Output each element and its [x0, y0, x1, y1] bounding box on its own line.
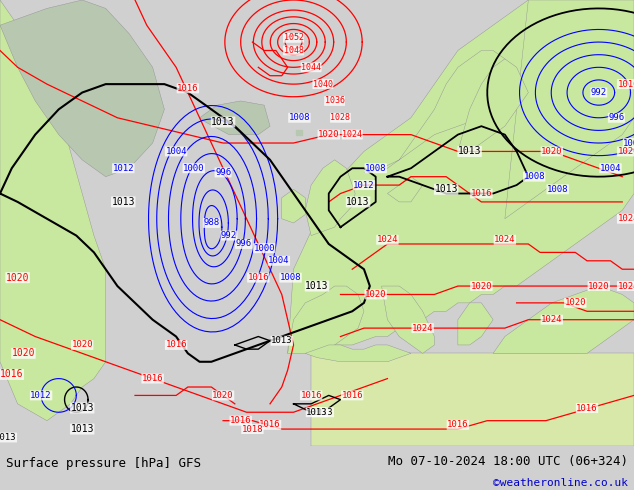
Text: 1016: 1016: [247, 273, 269, 282]
Polygon shape: [305, 345, 411, 362]
Text: 1048: 1048: [283, 46, 304, 55]
Text: Surface pressure [hPa] GFS: Surface pressure [hPa] GFS: [6, 457, 202, 470]
Polygon shape: [305, 160, 355, 236]
Text: 1016: 1016: [165, 341, 187, 349]
Polygon shape: [364, 50, 517, 172]
Text: 1016: 1016: [342, 391, 363, 400]
Text: 1013: 1013: [346, 197, 370, 207]
Text: 1040: 1040: [313, 80, 333, 89]
Text: 1012: 1012: [30, 391, 52, 400]
Text: 1008: 1008: [547, 185, 569, 194]
Text: 1024: 1024: [412, 323, 434, 333]
Text: 1008: 1008: [280, 273, 301, 282]
Text: 1016: 1016: [230, 416, 252, 425]
Text: 1016: 1016: [470, 189, 492, 198]
Text: 996: 996: [215, 168, 231, 177]
Text: 1020: 1020: [618, 147, 634, 156]
Text: 1008: 1008: [288, 113, 310, 122]
Polygon shape: [200, 101, 270, 135]
Text: 1013: 1013: [112, 197, 135, 207]
Text: 1028: 1028: [330, 113, 351, 122]
Text: 1024: 1024: [618, 214, 634, 223]
Text: 1024: 1024: [377, 235, 398, 245]
Text: 1020: 1020: [365, 290, 387, 299]
Text: 1036: 1036: [325, 97, 345, 105]
Text: 1013: 1013: [458, 147, 481, 156]
Text: 1004: 1004: [600, 164, 621, 173]
Polygon shape: [458, 303, 493, 345]
Text: 1020: 1020: [541, 147, 562, 156]
Text: 1024: 1024: [541, 315, 562, 324]
Text: 1016: 1016: [576, 404, 598, 413]
Text: 996: 996: [236, 240, 252, 248]
Text: 1020: 1020: [588, 282, 609, 291]
Text: 1013: 1013: [0, 433, 16, 442]
Text: 992: 992: [591, 88, 607, 97]
Text: 1016: 1016: [0, 369, 23, 379]
Polygon shape: [382, 286, 434, 353]
Text: 1013: 1013: [211, 117, 235, 127]
Text: 1020: 1020: [470, 282, 492, 291]
Text: 1024: 1024: [342, 130, 362, 139]
Polygon shape: [458, 59, 528, 151]
Text: 992: 992: [221, 231, 237, 240]
Polygon shape: [0, 0, 106, 420]
Text: 1013: 1013: [271, 336, 292, 345]
Polygon shape: [288, 286, 364, 353]
Text: 988: 988: [204, 219, 219, 227]
Text: 1008: 1008: [524, 172, 545, 181]
Text: 1044: 1044: [301, 63, 321, 72]
Text: 1013: 1013: [306, 408, 328, 417]
Text: 1016: 1016: [618, 80, 634, 89]
Text: 1020: 1020: [318, 130, 339, 139]
Text: 996: 996: [609, 113, 624, 122]
Text: 1000: 1000: [254, 244, 275, 253]
Text: 1052: 1052: [283, 33, 304, 42]
Polygon shape: [297, 130, 302, 135]
Text: 1013: 1013: [305, 281, 329, 291]
Text: Mo 07-10-2024 18:00 UTC (06+324): Mo 07-10-2024 18:00 UTC (06+324): [387, 455, 628, 468]
Text: 1008: 1008: [365, 164, 387, 173]
Text: 1016: 1016: [142, 374, 164, 383]
Text: 1012: 1012: [353, 181, 375, 190]
Text: 1013: 1013: [434, 184, 458, 195]
Text: 1020: 1020: [72, 341, 93, 349]
Text: 1020: 1020: [564, 298, 586, 307]
Text: 1016: 1016: [301, 391, 322, 400]
Polygon shape: [505, 0, 634, 219]
Text: 1020: 1020: [212, 391, 234, 400]
Text: 1020: 1020: [12, 348, 36, 358]
Text: 1024: 1024: [494, 235, 515, 245]
Text: 1013: 1013: [70, 424, 94, 434]
Text: 1004: 1004: [268, 256, 290, 265]
Polygon shape: [281, 189, 305, 223]
Text: 1013: 1013: [312, 408, 333, 417]
Text: 1000: 1000: [183, 164, 205, 173]
Text: 1000: 1000: [623, 139, 634, 147]
Text: 1016: 1016: [447, 420, 469, 429]
Polygon shape: [493, 286, 634, 353]
Text: 1018: 1018: [242, 424, 263, 434]
Text: ©weatheronline.co.uk: ©weatheronline.co.uk: [493, 478, 628, 489]
Text: 1016: 1016: [177, 84, 198, 93]
Text: 1012: 1012: [112, 164, 134, 173]
Text: 1013: 1013: [70, 403, 94, 413]
Text: 1016: 1016: [259, 420, 281, 429]
Text: 1020: 1020: [6, 272, 29, 283]
Polygon shape: [0, 0, 164, 177]
Text: 1004: 1004: [165, 147, 187, 156]
Polygon shape: [387, 177, 423, 202]
Polygon shape: [311, 353, 634, 446]
Text: 1024: 1024: [618, 282, 634, 291]
Polygon shape: [288, 0, 634, 353]
